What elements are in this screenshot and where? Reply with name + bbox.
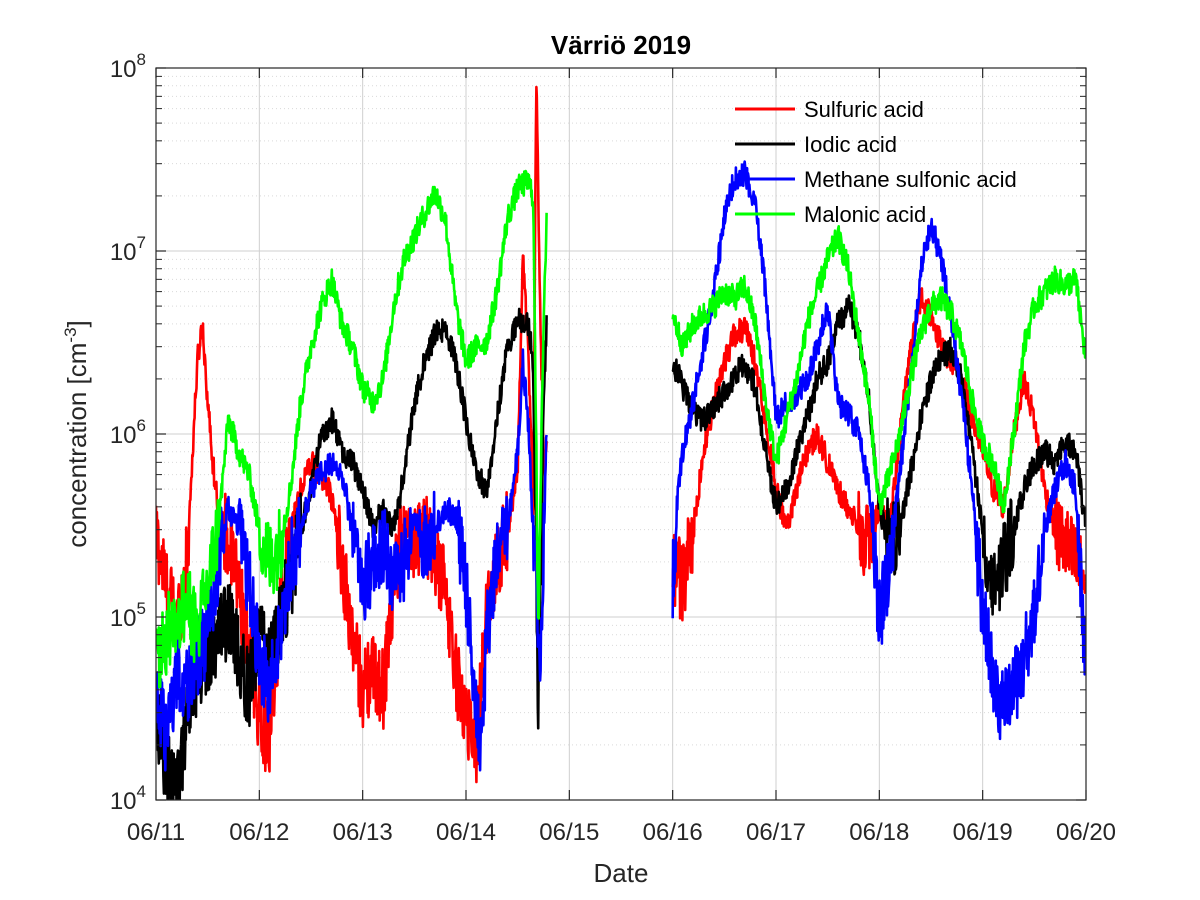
y-tick-base: 10 bbox=[110, 239, 137, 266]
y-tick-base: 10 bbox=[110, 56, 137, 83]
x-tick-label: 06/14 bbox=[436, 819, 496, 846]
y-tick-exponent: 5 bbox=[137, 599, 146, 618]
y-tick-base: 10 bbox=[110, 605, 137, 632]
y-tick-label: 107 bbox=[110, 233, 146, 266]
tick-marks bbox=[155, 67, 1087, 801]
series-line bbox=[671, 160, 1086, 741]
y-tick-label: 105 bbox=[110, 599, 146, 632]
series-line bbox=[156, 307, 548, 800]
y-axis-title-main: concentration [cm bbox=[62, 343, 92, 548]
series-line bbox=[671, 287, 1086, 622]
y-tick-base: 10 bbox=[110, 422, 137, 449]
minor-grid bbox=[156, 75, 1086, 746]
y-tick-label: 104 bbox=[110, 782, 146, 815]
series-line bbox=[671, 225, 1086, 516]
x-tick-label: 06/12 bbox=[229, 819, 289, 846]
series-line bbox=[156, 169, 548, 689]
x-tick-label: 06/13 bbox=[333, 819, 393, 846]
x-tick-label: 06/11 bbox=[127, 819, 185, 846]
y-tick-base: 10 bbox=[110, 788, 137, 815]
y-tick-exponent: 6 bbox=[137, 416, 146, 435]
y-tick-exponent: 8 bbox=[137, 50, 146, 69]
y-tick-exponent: 7 bbox=[137, 233, 146, 252]
legend-label: Methane sulfonic acid bbox=[804, 167, 1017, 192]
y-tick-label: 108 bbox=[110, 50, 146, 83]
legend-label: Iodic acid bbox=[804, 132, 897, 157]
y-tick-exponent: 4 bbox=[137, 782, 146, 801]
legend-label: Sulfuric acid bbox=[804, 97, 924, 122]
x-axis-title: Date bbox=[594, 858, 649, 888]
y-tick-label: 106 bbox=[110, 416, 146, 449]
chart-title: Värriö 2019 bbox=[551, 30, 691, 60]
y-axis-title-exponent: -3 bbox=[61, 327, 80, 342]
x-tick-labels: 06/11 06/12 06/13 06/14 06/15 06/16 06/17 06/18… bbox=[127, 819, 1116, 846]
x-tick-label: 06/17 bbox=[746, 819, 806, 846]
legend-label: Malonic acid bbox=[804, 202, 926, 227]
y-axis-title-suffix: ] bbox=[62, 320, 92, 327]
legend: Sulfuric acid Iodic acid Methane sulfonic … bbox=[735, 97, 1017, 227]
x-tick-label: 06/16 bbox=[643, 819, 703, 846]
x-tick-label: 06/15 bbox=[539, 819, 599, 846]
x-tick-label: 06/19 bbox=[953, 819, 1013, 846]
x-tick-label: 06/20 bbox=[1056, 819, 1116, 846]
x-tick-label: 06/18 bbox=[849, 819, 909, 846]
y-axis-title: concentration [cm-3] bbox=[61, 320, 92, 548]
series-layer bbox=[156, 85, 1086, 800]
